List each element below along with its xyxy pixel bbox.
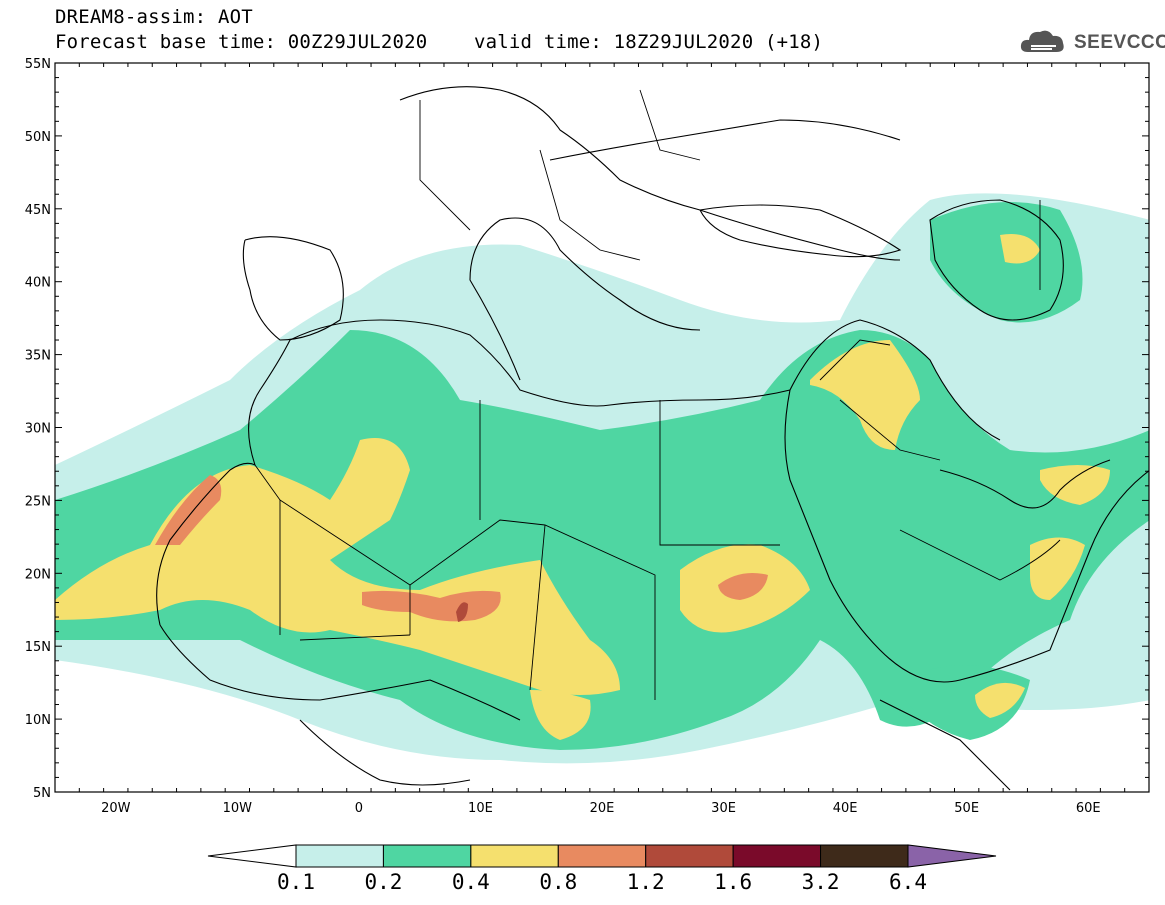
- colorbar-label: 0.4: [451, 870, 490, 894]
- colorbar-label: 3.2: [801, 870, 840, 894]
- y-tick-label: 10N: [25, 713, 51, 728]
- aot-band-dark: [456, 602, 468, 622]
- y-tick-label: 25N: [25, 494, 51, 509]
- cloud-icon: [1018, 26, 1068, 60]
- country-borders: [254, 89, 1061, 700]
- y-tick-label: 15N: [25, 640, 51, 655]
- colorbar-label: 0.8: [539, 870, 578, 894]
- x-tick-label: 20W: [101, 801, 131, 816]
- y-tick-label: 50N: [25, 130, 51, 145]
- y-tick-label: 45N: [25, 203, 51, 218]
- x-tick-label: 60E: [1076, 801, 1101, 816]
- map-time-info: Forecast base time: 00Z29JUL2020 valid t…: [55, 31, 824, 53]
- map-title: DREAM8-assim: AOT: [55, 6, 253, 28]
- y-tick-label: 40N: [25, 276, 51, 291]
- y-tick-label: 20N: [25, 567, 51, 582]
- coastlines: [156, 86, 1149, 791]
- colorbar-label: 1.2: [626, 870, 665, 894]
- x-tick-label: 30E: [711, 801, 736, 816]
- y-tick-label: 30N: [25, 422, 51, 437]
- y-tick-label: 55N: [25, 57, 51, 72]
- x-tick-label: 40E: [833, 801, 858, 816]
- colorbar-label: 6.4: [889, 870, 927, 894]
- x-tick-label: 0: [355, 801, 363, 816]
- y-tick-label: 35N: [25, 349, 51, 364]
- seevccc-logo: SEEVCCC: [1018, 26, 1165, 60]
- axis-ticks: 20W 10W 0 10E 20E 30E 40E 50E 60E 55N 50N 45N 40N 35N…: [25, 57, 1150, 816]
- colorbar-label: 0.2: [364, 870, 403, 894]
- x-tick-label: 10E: [468, 801, 493, 816]
- x-tick-label: 20E: [590, 801, 615, 816]
- x-tick-label: 50E: [954, 801, 979, 816]
- colorbar-label: 0.1: [277, 870, 315, 894]
- y-tick-label: 5N: [33, 786, 51, 801]
- logo-text: SEEVCCC: [1074, 32, 1165, 53]
- x-tick-label: 10W: [223, 801, 253, 816]
- colorbar-label: 1.6: [714, 870, 753, 894]
